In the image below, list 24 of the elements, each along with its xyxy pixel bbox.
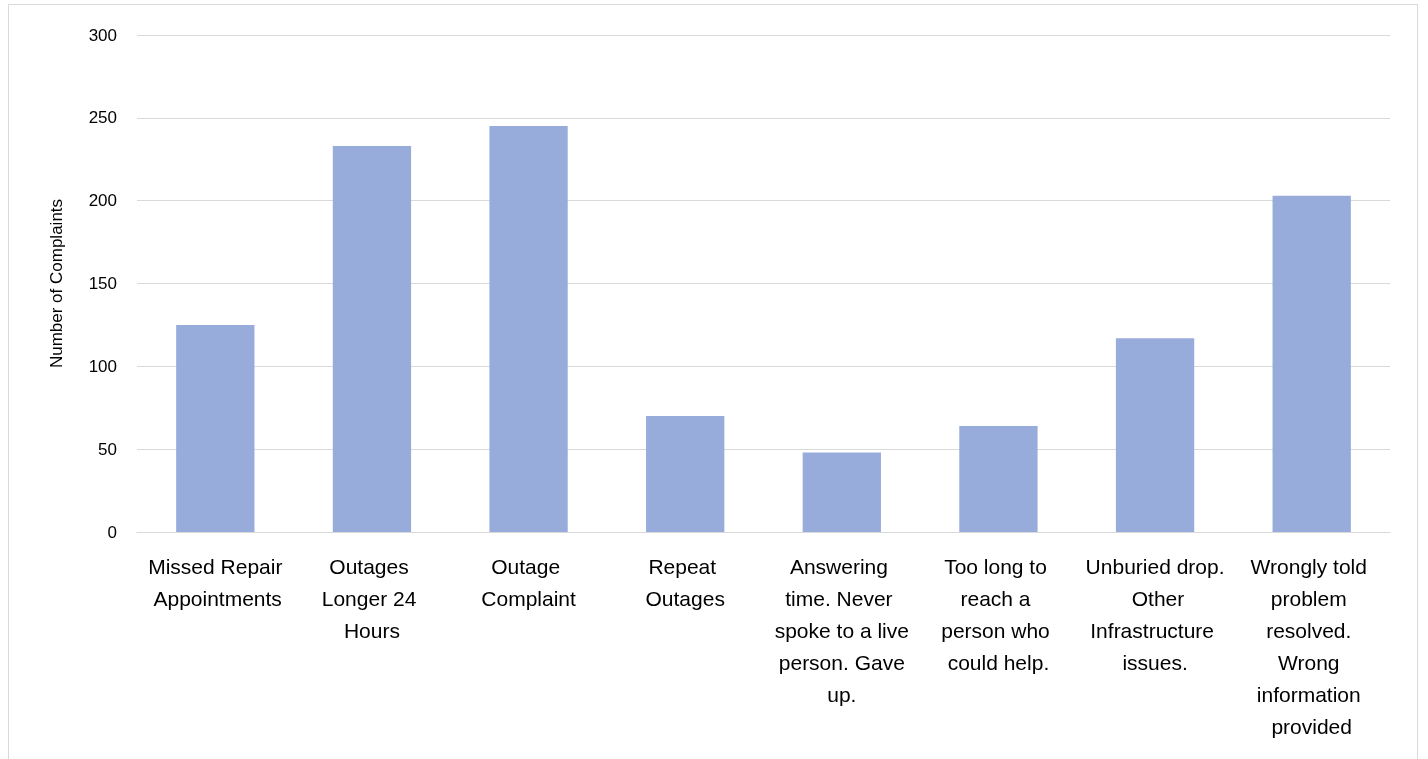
y-tick-label: 0 [107, 522, 117, 542]
x-tick-label: Unburied drop. Other Infrastructure issues. [1085, 554, 1225, 674]
x-tick-label: Outage Complaint [481, 554, 576, 610]
bar [646, 416, 725, 532]
y-tick-label: 50 [98, 439, 117, 459]
bar [1115, 338, 1195, 532]
bar [176, 324, 255, 532]
y-tick-label: 100 [88, 356, 117, 376]
x-tick-label: Answering time. Never spoke to a live person. Gave up. [772, 554, 911, 706]
x-tick-label: Wrongly told problem resolved. Wrong information provided [1250, 554, 1373, 738]
y-tick-label: 200 [88, 191, 117, 211]
bar [332, 146, 412, 532]
x-tick-label: Too long to reach a person who could help. [941, 554, 1056, 674]
bar [959, 425, 1038, 532]
bar [802, 452, 881, 532]
x-tick-label: Missed Repair Appointments [148, 554, 283, 610]
x-tick-label: Repeat Outages [645, 554, 725, 610]
bar [1272, 195, 1351, 532]
y-tick-label: 250 [88, 108, 117, 128]
bar [489, 126, 568, 532]
x-tick-label: Outages Longer 24 Hours [321, 554, 423, 642]
y-axis-title: Number of Complaints [47, 198, 66, 369]
y-tick-label: 300 [88, 25, 117, 45]
y-tick-label: 150 [88, 274, 117, 293]
